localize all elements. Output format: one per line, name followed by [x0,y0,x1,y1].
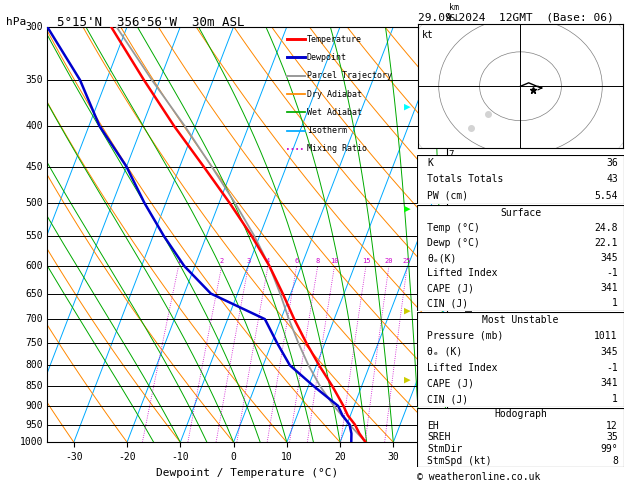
Text: Parcel Trajectory: Parcel Trajectory [307,71,392,80]
Text: 341: 341 [600,283,618,294]
Text: 2: 2 [220,258,224,264]
Text: Dewpoint: Dewpoint [307,53,347,62]
Text: 350: 350 [26,75,43,85]
Text: 3: 3 [247,258,250,264]
Text: 2: 2 [448,356,454,365]
Text: StmDir: StmDir [427,444,462,454]
Text: ▶: ▶ [404,204,411,214]
Text: Dry Adiabat: Dry Adiabat [307,89,362,99]
Text: Isotherm: Isotherm [307,126,347,135]
Text: 1: 1 [448,393,454,402]
Text: CIN (J): CIN (J) [427,394,469,404]
Text: PW (cm): PW (cm) [427,191,469,201]
Text: K: K [427,158,433,168]
Text: hPa: hPa [6,17,26,27]
Text: -1: -1 [606,363,618,373]
Text: ▶: ▶ [404,306,411,316]
Text: Hodograph: Hodograph [494,409,547,419]
Text: Temperature: Temperature [307,35,362,44]
Text: Dewp (°C): Dewp (°C) [427,238,481,248]
Text: Most Unstable: Most Unstable [482,315,559,325]
Text: 1011: 1011 [594,331,618,341]
Text: θₑ(K): θₑ(K) [427,253,457,263]
Text: 12: 12 [606,421,618,431]
Text: 3: 3 [448,317,454,326]
Text: 1000: 1000 [19,437,43,447]
Text: 800: 800 [26,360,43,370]
Text: -1: -1 [606,268,618,278]
Text: 650: 650 [26,289,43,298]
Text: 400: 400 [26,121,43,131]
Text: km
ASL: km ASL [447,3,461,22]
Text: Mixing Ratio: Mixing Ratio [307,144,367,154]
Text: Totals Totals: Totals Totals [427,174,504,184]
Text: 500: 500 [26,198,43,208]
Text: SREH: SREH [427,433,451,442]
Text: ▶: ▶ [404,102,411,112]
Text: 35: 35 [606,433,618,442]
Text: EH: EH [427,421,439,431]
Text: 5: 5 [448,236,454,245]
Text: 750: 750 [26,338,43,348]
Text: CAPE (J): CAPE (J) [427,379,474,388]
Text: 24.8: 24.8 [594,223,618,233]
Text: 341: 341 [600,379,618,388]
Text: 1: 1 [612,394,618,404]
Text: 5.54: 5.54 [594,191,618,201]
Text: LCL: LCL [447,424,462,433]
Text: Lifted Index: Lifted Index [427,363,498,373]
Text: 1: 1 [177,258,181,264]
Text: 6: 6 [294,258,299,264]
Text: 300: 300 [26,22,43,32]
Text: 43: 43 [606,174,618,184]
Text: Wet Adiabat: Wet Adiabat [307,108,362,117]
Text: 10: 10 [330,258,339,264]
Text: θₑ (K): θₑ (K) [427,347,462,357]
Text: 345: 345 [600,253,618,263]
Text: 5°15'N  356°56'W  30m ASL: 5°15'N 356°56'W 30m ASL [57,16,244,29]
Text: CAPE (J): CAPE (J) [427,283,474,294]
Text: 29.09.2024  12GMT  (Base: 06): 29.09.2024 12GMT (Base: 06) [418,12,614,22]
Text: ▶: ▶ [404,374,411,384]
Text: 36: 36 [606,158,618,168]
Text: 8: 8 [316,258,320,264]
Text: 99°: 99° [600,444,618,454]
Text: 850: 850 [26,381,43,391]
Text: 1: 1 [612,298,618,309]
Text: kt: kt [423,31,434,40]
Text: Lifted Index: Lifted Index [427,268,498,278]
Text: 20: 20 [385,258,393,264]
Text: Mixing Ratio (g/kg): Mixing Ratio (g/kg) [466,220,475,315]
X-axis label: Dewpoint / Temperature (°C): Dewpoint / Temperature (°C) [156,468,338,478]
Text: 900: 900 [26,401,43,411]
Text: 6: 6 [448,193,454,203]
Text: 600: 600 [26,261,43,271]
Text: 4: 4 [266,258,270,264]
Text: 4: 4 [448,277,454,286]
Text: 22.1: 22.1 [594,238,618,248]
Text: Pressure (mb): Pressure (mb) [427,331,504,341]
Text: 15: 15 [362,258,370,264]
Text: 25: 25 [403,258,411,264]
Text: Temp (°C): Temp (°C) [427,223,481,233]
Text: StmSpd (kt): StmSpd (kt) [427,456,492,466]
Text: © weatheronline.co.uk: © weatheronline.co.uk [417,472,540,482]
Text: 8: 8 [612,456,618,466]
Text: Surface: Surface [500,208,541,218]
Text: 7: 7 [448,151,454,159]
Text: 8: 8 [448,106,454,116]
Text: 550: 550 [26,231,43,241]
Text: 700: 700 [26,314,43,324]
Text: CIN (J): CIN (J) [427,298,469,309]
Text: 345: 345 [600,347,618,357]
Text: 950: 950 [26,419,43,430]
Text: 450: 450 [26,162,43,172]
